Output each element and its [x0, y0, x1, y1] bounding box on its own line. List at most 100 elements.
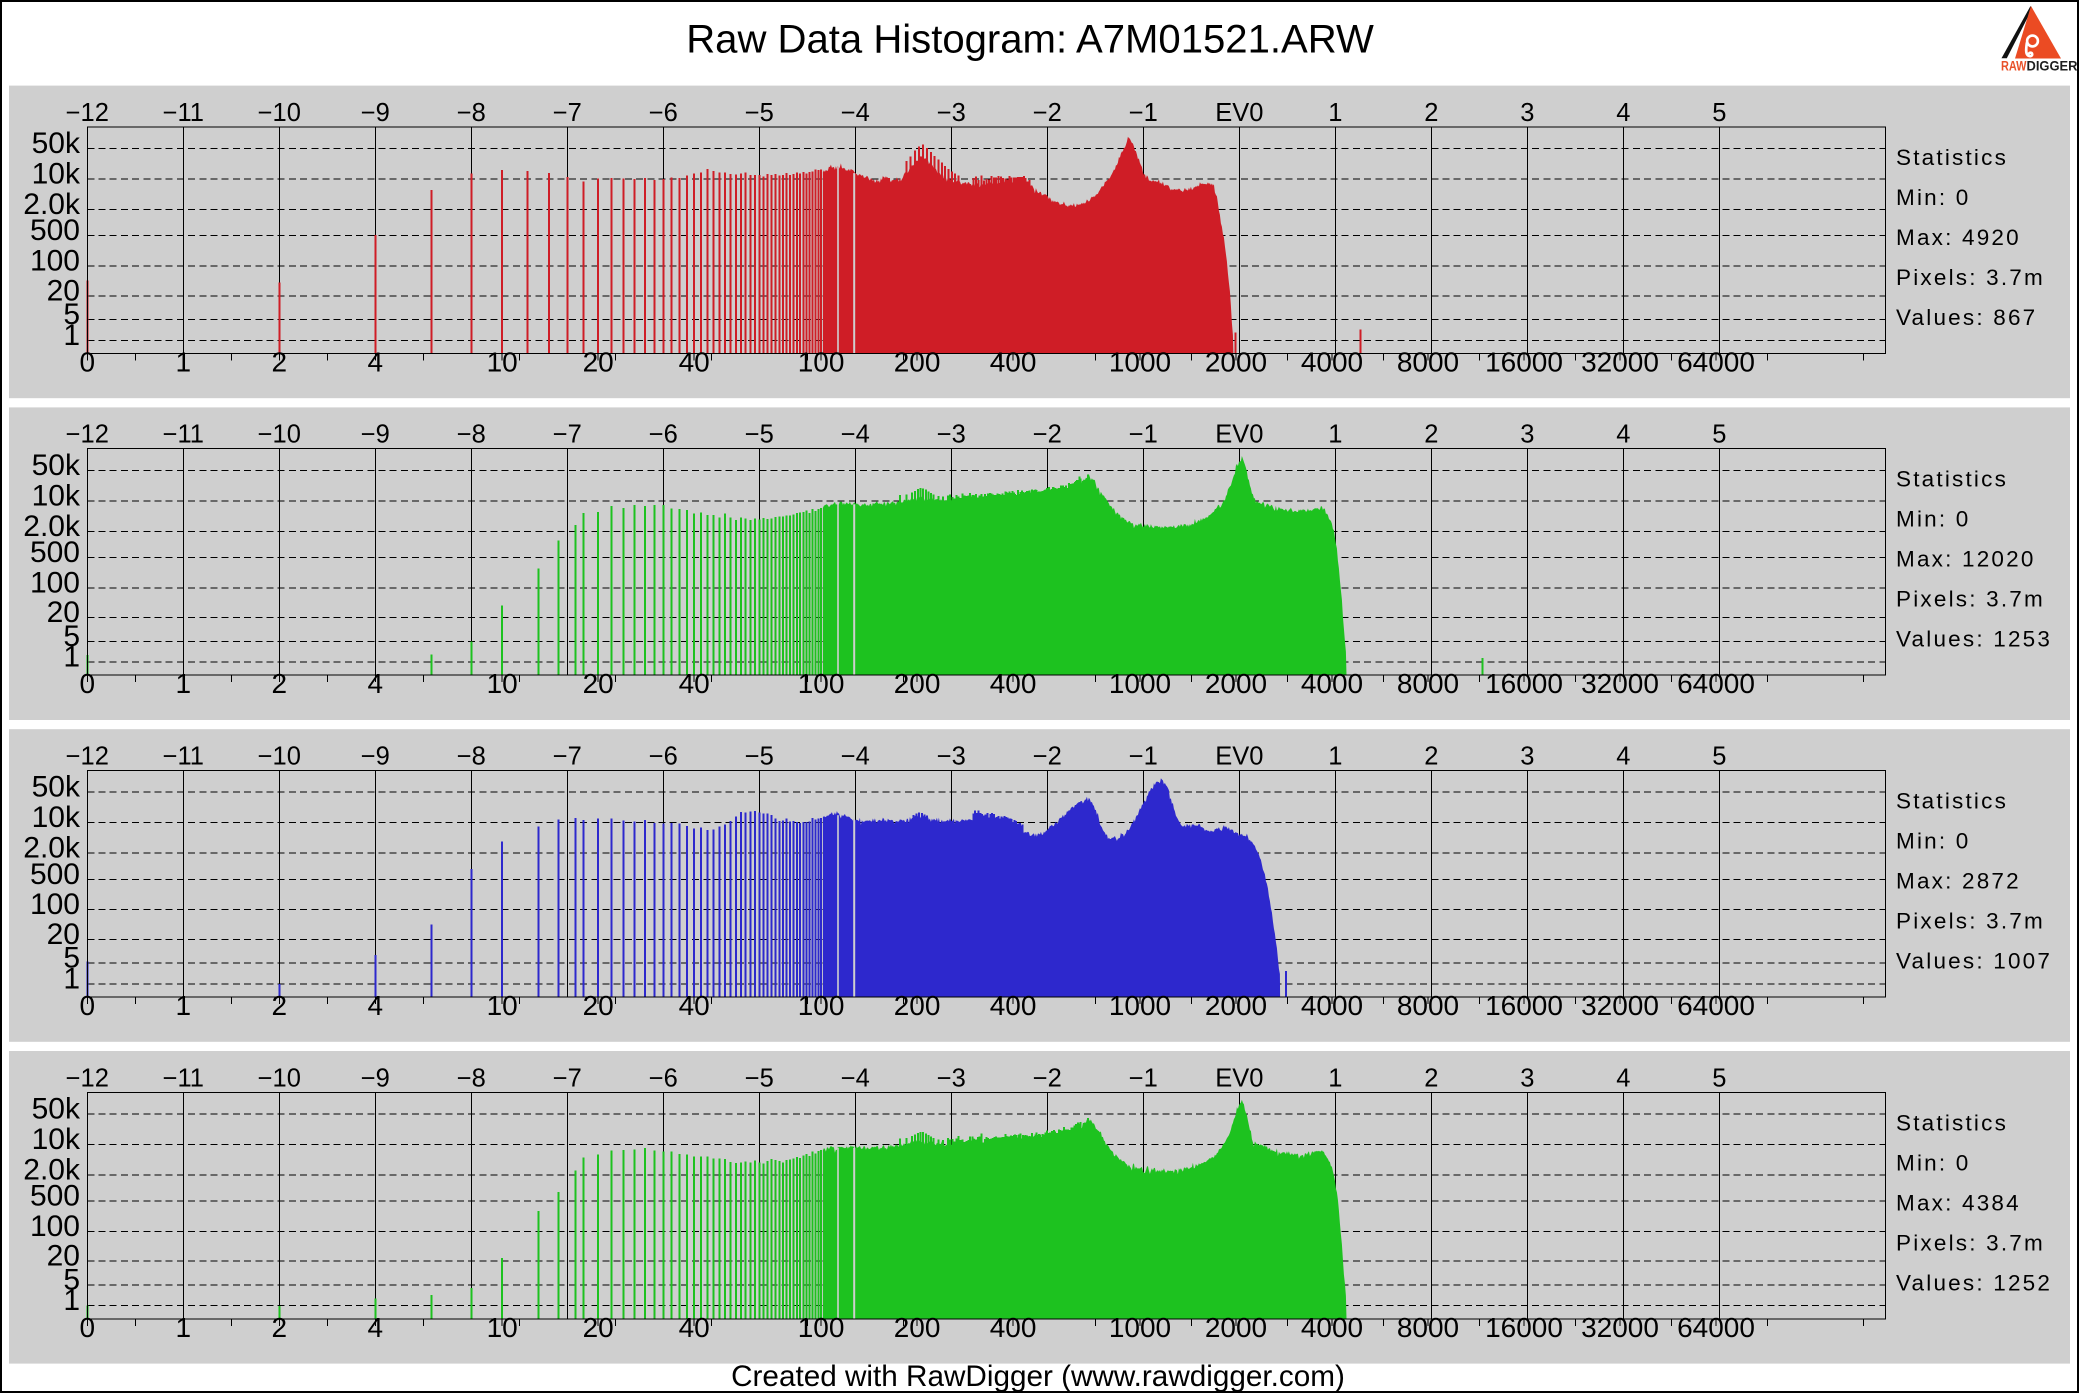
- svg-text:4: 4: [368, 1312, 384, 1343]
- svg-text:−2: −2: [1033, 421, 1062, 449]
- svg-text:Min: 0: Min: 0: [1896, 507, 1970, 532]
- svg-text:2000: 2000: [1205, 668, 1267, 699]
- svg-text:−1: −1: [1129, 743, 1158, 771]
- svg-text:−12: −12: [66, 1064, 109, 1092]
- svg-text:4: 4: [1616, 1064, 1630, 1092]
- svg-text:2: 2: [1424, 421, 1438, 449]
- svg-text:Values: 1253: Values: 1253: [1896, 627, 2052, 652]
- svg-text:2.0k: 2.0k: [23, 832, 81, 865]
- svg-text:50k: 50k: [32, 449, 81, 482]
- svg-text:200: 200: [894, 346, 941, 377]
- svg-text:40: 40: [679, 990, 710, 1021]
- svg-text:Min: 0: Min: 0: [1896, 1150, 1970, 1175]
- svg-text:1: 1: [176, 668, 192, 699]
- svg-text:−4: −4: [841, 421, 870, 449]
- svg-text:50k: 50k: [32, 127, 81, 160]
- svg-text:1000: 1000: [1109, 990, 1171, 1021]
- svg-text:50k: 50k: [32, 1092, 81, 1125]
- svg-text:DIGGER: DIGGER: [2027, 59, 2078, 74]
- svg-text:2: 2: [272, 668, 288, 699]
- svg-text:8000: 8000: [1397, 346, 1459, 377]
- svg-text:2.0k: 2.0k: [23, 510, 81, 543]
- svg-text:5: 5: [63, 620, 80, 653]
- svg-text:200: 200: [894, 668, 941, 699]
- svg-text:Pixels: 3.7m: Pixels: 3.7m: [1896, 1230, 2045, 1255]
- svg-text:2000: 2000: [1205, 1312, 1267, 1343]
- svg-text:−4: −4: [841, 743, 870, 771]
- svg-text:−2: −2: [1033, 743, 1062, 771]
- svg-text:4: 4: [368, 990, 384, 1021]
- svg-text:1: 1: [1328, 1064, 1342, 1092]
- svg-text:100: 100: [30, 1210, 80, 1243]
- svg-text:10k: 10k: [32, 479, 81, 512]
- svg-text:−1: −1: [1129, 421, 1158, 449]
- svg-text:−1: −1: [1129, 99, 1158, 127]
- svg-text:3: 3: [1520, 99, 1534, 127]
- svg-text:Max: 12020: Max: 12020: [1896, 547, 2036, 572]
- svg-text:32000: 32000: [1581, 1312, 1659, 1343]
- svg-text:5: 5: [1712, 99, 1726, 127]
- svg-text:2: 2: [272, 346, 288, 377]
- svg-text:−10: −10: [258, 421, 301, 449]
- svg-text:16000: 16000: [1485, 1312, 1563, 1343]
- svg-text:Values: 1007: Values: 1007: [1896, 949, 2052, 974]
- svg-text:0: 0: [80, 1312, 96, 1343]
- svg-text:−9: −9: [361, 99, 390, 127]
- svg-text:Statistics: Statistics: [1896, 467, 2008, 492]
- svg-text:2: 2: [1424, 1064, 1438, 1092]
- svg-text:−7: −7: [553, 421, 582, 449]
- svg-text:−4: −4: [841, 99, 870, 127]
- svg-text:Statistics: Statistics: [1896, 1110, 2008, 1135]
- svg-text:2000: 2000: [1205, 990, 1267, 1021]
- svg-text:5: 5: [1712, 421, 1726, 449]
- svg-text:1000: 1000: [1109, 668, 1171, 699]
- svg-text:−8: −8: [457, 421, 486, 449]
- svg-text:−11: −11: [163, 421, 204, 449]
- svg-text:100: 100: [798, 346, 845, 377]
- svg-text:Max: 4920: Max: 4920: [1896, 225, 2021, 250]
- svg-text:8000: 8000: [1397, 990, 1459, 1021]
- svg-text:−11: −11: [163, 743, 204, 771]
- svg-text:−10: −10: [258, 743, 301, 771]
- svg-text:0: 0: [80, 668, 96, 699]
- svg-text:64000: 64000: [1677, 668, 1755, 699]
- svg-text:Statistics: Statistics: [1896, 789, 2008, 814]
- svg-text:40: 40: [679, 346, 710, 377]
- svg-text:32000: 32000: [1581, 990, 1659, 1021]
- svg-text:Pixels: 3.7m: Pixels: 3.7m: [1896, 909, 2045, 934]
- svg-text:400: 400: [990, 1312, 1037, 1343]
- svg-text:8000: 8000: [1397, 1312, 1459, 1343]
- svg-text:−7: −7: [553, 99, 582, 127]
- svg-text:−3: −3: [937, 743, 966, 771]
- svg-text:−12: −12: [66, 743, 109, 771]
- svg-text:3: 3: [1520, 421, 1534, 449]
- svg-text:100: 100: [798, 1312, 845, 1343]
- svg-text:1000: 1000: [1109, 1312, 1171, 1343]
- svg-text:−5: −5: [745, 1064, 774, 1092]
- svg-text:4: 4: [1616, 99, 1630, 127]
- svg-text:100: 100: [798, 990, 845, 1021]
- svg-text:1: 1: [1328, 421, 1342, 449]
- svg-text:4000: 4000: [1301, 990, 1363, 1021]
- svg-text:1: 1: [63, 962, 80, 995]
- svg-text:5: 5: [63, 298, 80, 331]
- svg-text:20: 20: [47, 1240, 80, 1273]
- svg-text:10: 10: [487, 1312, 518, 1343]
- svg-text:−8: −8: [457, 99, 486, 127]
- svg-text:1000: 1000: [1109, 346, 1171, 377]
- svg-text:1: 1: [63, 641, 80, 674]
- svg-text:500: 500: [30, 858, 80, 891]
- svg-text:−5: −5: [745, 421, 774, 449]
- svg-text:0: 0: [80, 990, 96, 1021]
- svg-text:−4: −4: [841, 1064, 870, 1092]
- svg-text:1: 1: [1328, 743, 1342, 771]
- svg-text:500: 500: [30, 536, 80, 569]
- svg-text:Created with RawDigger (www.ra: Created with RawDigger (www.rawdigger.co…: [731, 1360, 1345, 1393]
- svg-text:5: 5: [63, 1263, 80, 1296]
- svg-text:2.0k: 2.0k: [23, 188, 81, 221]
- svg-text:−11: −11: [163, 1064, 204, 1092]
- svg-text:−12: −12: [66, 421, 109, 449]
- svg-text:−3: −3: [937, 99, 966, 127]
- svg-text:32000: 32000: [1581, 346, 1659, 377]
- svg-text:−3: −3: [937, 421, 966, 449]
